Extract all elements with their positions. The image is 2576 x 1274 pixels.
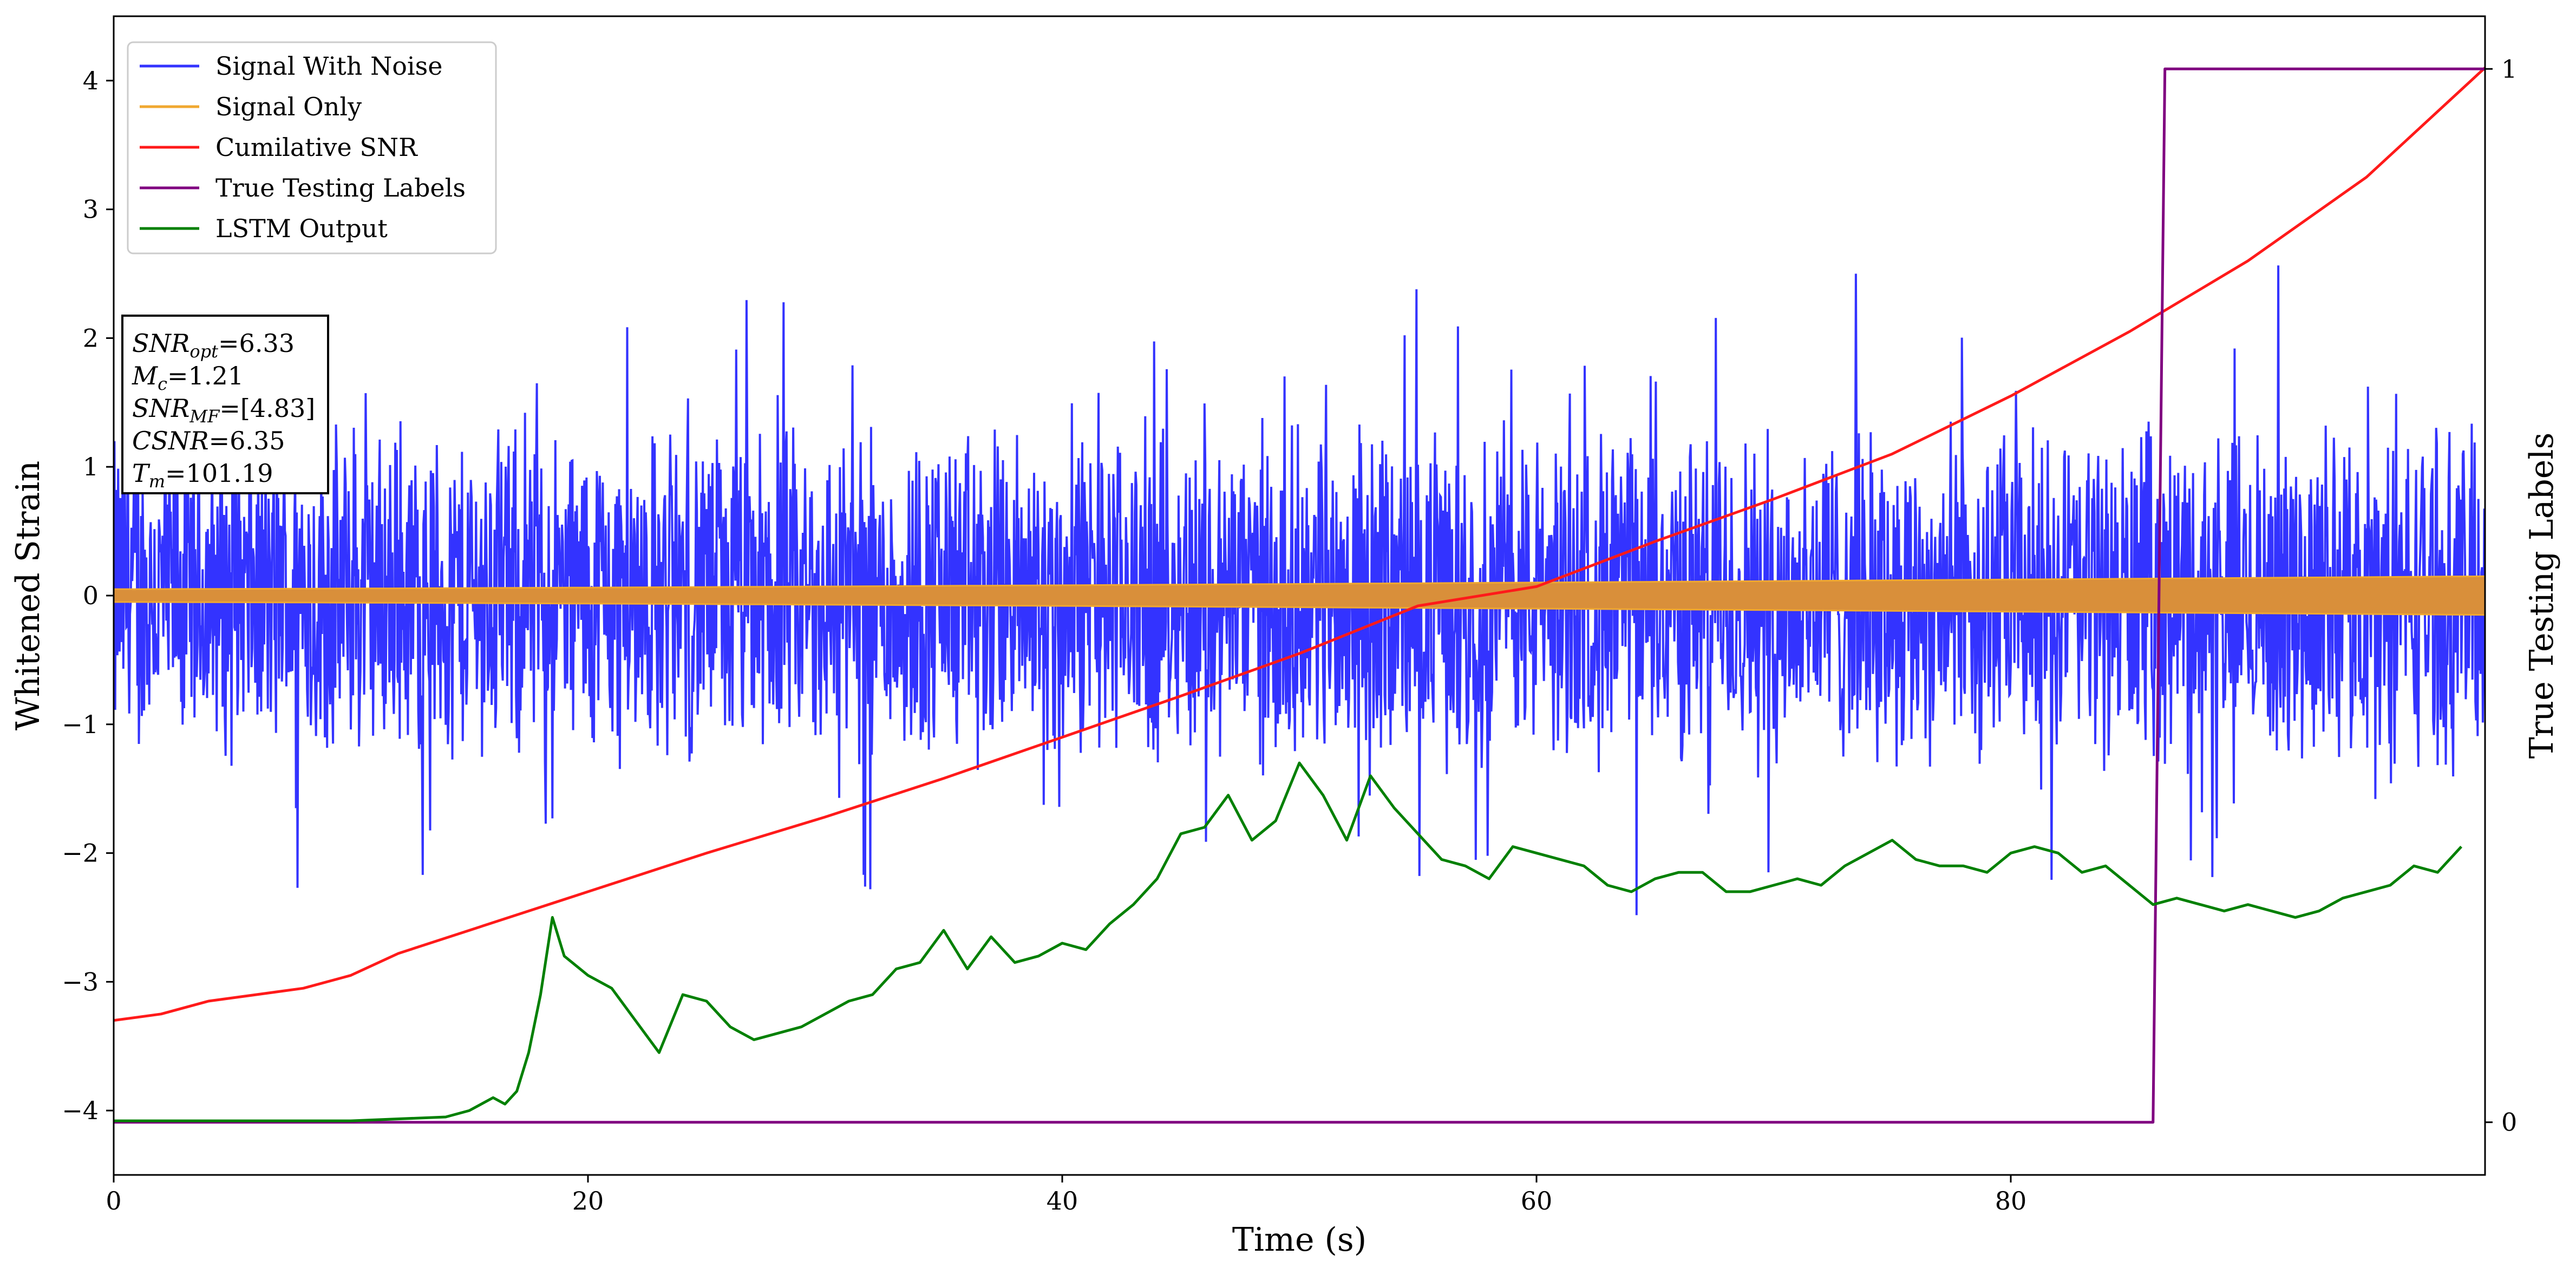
x-tick-label: 60 [1521,1186,1553,1216]
annotation-frame [121,315,329,494]
x-tick-label: 20 [572,1186,604,1216]
legend-label-true-testing-labels: True Testing Labels [215,173,466,202]
annotation-line: SNRMF=[4.83] [132,394,315,427]
series-line-true-testing-labels [114,67,2485,1124]
series-line-cumilative-snr [114,67,2485,1022]
y-tick-label: −4 [62,1096,99,1125]
y-tick-label: −3 [62,967,99,996]
y-tick-label: 3 [83,195,99,224]
x-tick-label: 80 [1995,1186,2027,1216]
annotation-line: CSNR=6.35 [132,426,285,455]
y-axis-title: Whitened Strain [9,461,47,730]
legend-label-lstm-output: LSTM Output [215,214,388,243]
x-tick-label: 0 [106,1186,121,1216]
series-line-signal-only [114,575,2485,616]
series-line-signal-with-noise [114,265,2485,916]
legend: Signal With Noise Signal Only Cumilative S… [127,41,497,254]
y-right-tick-label: 0 [2501,1108,2517,1137]
y-tick-label: 2 [83,323,99,352]
annotation-line: SNRopt=6.33 [132,329,295,362]
annotation-line: Tm=101.19 [132,459,273,492]
series-line-lstm-output [114,761,2463,1122]
annotation-line: Mc=1.21 [132,361,244,394]
y-right-tick-label: 1 [2501,54,2517,83]
y-tick-label: 0 [83,581,99,610]
y-tick-label: 4 [83,66,99,95]
y-right-axis-title: True Testing Labels [2523,433,2561,759]
legend-items: Signal With Noise Signal Only Cumilative S… [140,51,466,243]
legend-box [127,41,497,254]
y-tick-label: −2 [62,839,99,868]
legend-label-cumilative-snr: Cumilative SNR [215,133,418,162]
y-tick-label: −1 [62,710,99,739]
x-axis-title: Time (s) [1232,1221,1367,1259]
x-tick-label: 40 [1047,1186,1078,1216]
legend-label-signal-with-noise: Signal With Noise [215,51,442,81]
legend-label-signal-only: Signal Only [215,92,362,121]
y-tick-label: 1 [83,452,99,481]
series-layer [114,67,2485,1124]
